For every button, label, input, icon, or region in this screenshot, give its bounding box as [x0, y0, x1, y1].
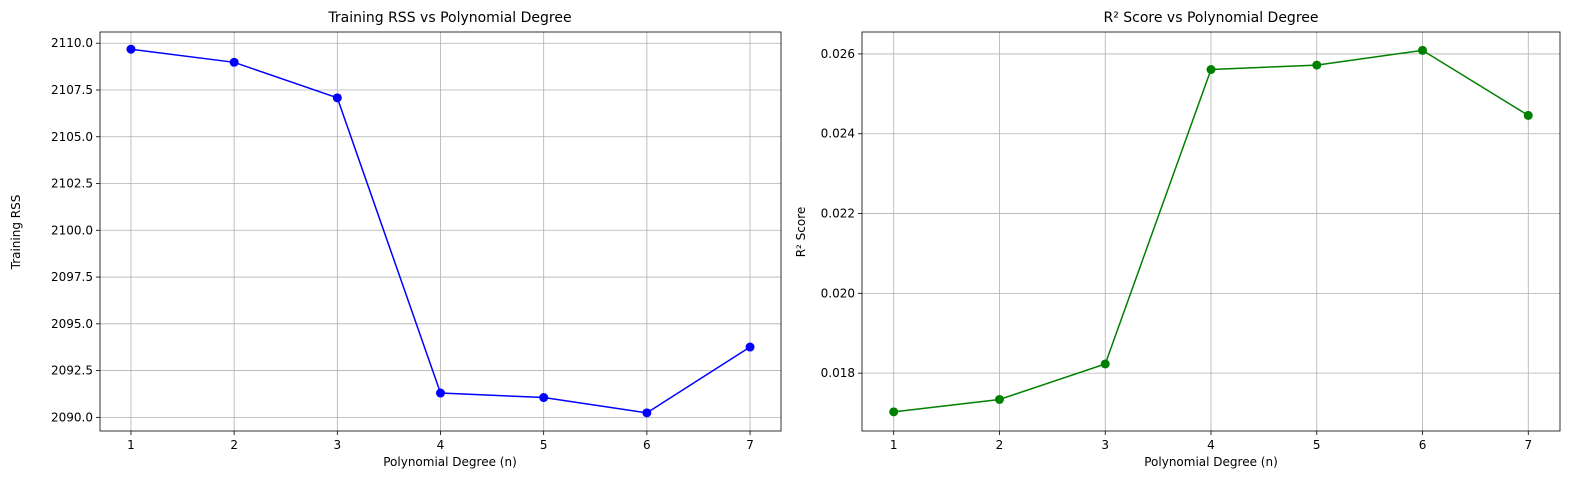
y-tick-label: 2097.5: [51, 270, 93, 284]
axes: 1 2 3 4 5 6 7 0.018 0.020 0.022 0.024 0.026: [821, 31, 1561, 452]
y-tick-label: 2102.5: [51, 177, 93, 191]
x-tick-label: 4: [1207, 438, 1215, 452]
grid: [100, 32, 781, 431]
x-tick-label: 5: [1313, 438, 1321, 452]
x-axis-label: Polynomial Degree (n): [1144, 455, 1278, 469]
y-tick-label: 2100.0: [51, 223, 93, 237]
y-axis-label: Training RSS: [9, 195, 23, 271]
data-point: [126, 44, 136, 54]
series: [889, 45, 1533, 417]
y-axis-label: R² Score: [794, 207, 808, 258]
y-tick-label: 2107.5: [51, 83, 93, 97]
y-tick-label: 2110.0: [51, 36, 93, 50]
y-tick-label: 0.018: [821, 366, 855, 380]
x-tick-label: 3: [1101, 438, 1109, 452]
r2-score-chart: R² Score vs Polynomial Degree 1 2 3 4 5 6 7 0.0…: [794, 10, 1561, 469]
data-point: [539, 393, 549, 403]
axes-frame: [99, 31, 782, 432]
x-tick-label: 6: [643, 438, 651, 452]
x-axis-label: Polynomial Degree (n): [383, 455, 517, 469]
data-point: [1418, 45, 1428, 55]
x-tick-label: 1: [890, 438, 898, 452]
series: [126, 44, 755, 418]
x-tick-label: 3: [333, 438, 341, 452]
y-tick-label: 2092.5: [51, 364, 93, 378]
x-tick-label: 5: [540, 438, 548, 452]
y-tick-label: 2090.0: [51, 410, 93, 424]
data-point: [994, 394, 1004, 404]
y-tick-label: 2095.0: [51, 317, 93, 331]
axes-frame: [861, 31, 1561, 432]
data-point: [745, 342, 755, 352]
data-point: [889, 407, 899, 417]
data-point: [1100, 359, 1110, 369]
data-point: [229, 57, 239, 67]
y-tick-label: 0.026: [821, 47, 855, 61]
grid: [862, 32, 1560, 431]
data-point: [1312, 60, 1322, 70]
y-tick-label: 0.020: [821, 286, 855, 300]
data-point: [332, 93, 342, 103]
x-tick-label: 7: [746, 438, 754, 452]
training-rss-chart: Training RSS vs Polynomial Degree 1 2 3 4 5 6…: [9, 10, 782, 469]
chart-title: R² Score vs Polynomial Degree: [1103, 10, 1318, 26]
chart-title: Training RSS vs Polynomial Degree: [327, 10, 571, 26]
x-tick-label: 7: [1524, 438, 1532, 452]
data-point: [436, 388, 445, 398]
x-tick-label: 4: [437, 438, 445, 452]
y-tick-label: 2105.0: [51, 130, 93, 144]
data-point: [642, 408, 652, 418]
axes: 1 2 3 4 5 6 7 2090.0 2092.5 2095.0 2097.5 2100.0 210…: [51, 31, 782, 452]
y-tick-label: 0.024: [821, 127, 855, 141]
x-tick-label: 1: [127, 438, 135, 452]
x-tick-label: 2: [230, 438, 238, 452]
data-point: [1206, 65, 1216, 75]
data-point: [1523, 110, 1533, 120]
y-tick-label: 0.022: [821, 207, 855, 221]
x-tick-label: 2: [996, 438, 1004, 452]
x-tick-label: 6: [1419, 438, 1427, 452]
